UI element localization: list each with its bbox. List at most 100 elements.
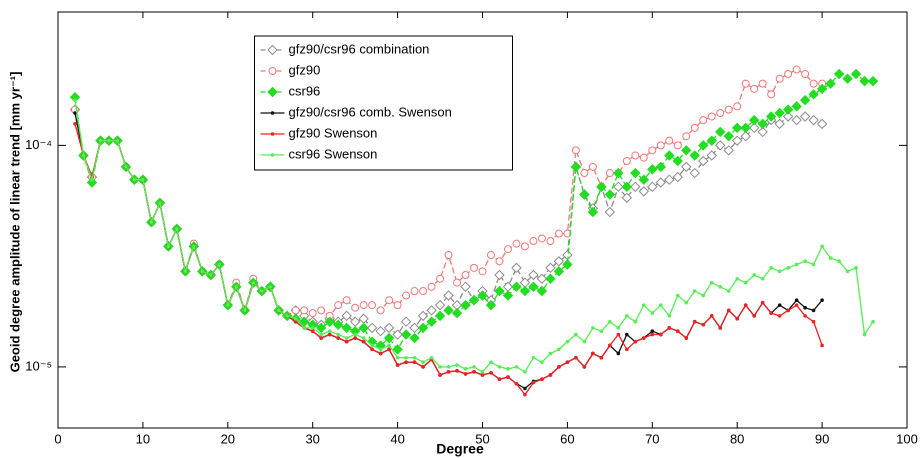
point [741,79,750,88]
point [400,329,412,340]
point [385,296,394,305]
x-tick-label: 0 [54,431,61,446]
point [341,310,352,322]
point [605,169,614,178]
point [582,339,587,344]
point [718,326,723,330]
point [621,181,633,193]
x-tick-label: 30 [305,431,319,446]
point [758,79,767,88]
point [486,251,495,260]
point [613,167,624,179]
point [554,229,563,238]
point [655,161,666,173]
point [376,306,385,315]
point [565,339,570,344]
point [638,186,650,197]
point [587,206,599,218]
point [344,339,349,344]
point [689,150,700,161]
point [811,319,816,324]
point [353,332,357,337]
point [613,181,624,193]
point [545,262,556,274]
point [563,229,572,238]
point [667,326,672,330]
point [692,319,697,324]
point [375,325,386,337]
point [506,375,510,379]
point [460,299,471,311]
point [816,83,828,95]
point [816,118,828,130]
point [497,365,502,369]
point [141,177,145,182]
point [862,332,867,337]
point [90,177,94,182]
point [226,303,230,307]
point [417,310,429,322]
point [503,245,512,254]
point [73,111,77,115]
point [675,329,680,333]
point [825,78,836,89]
point [735,316,739,321]
point [735,276,739,281]
point [608,319,612,324]
legend-box [254,35,513,171]
point [715,140,726,151]
point [599,329,604,333]
y-axis-label: Geoid degree amplitude of linear trend [… [7,72,22,373]
point [183,269,188,274]
point [757,118,768,130]
legend-marker [270,111,275,115]
point [132,177,137,182]
point [792,65,801,74]
point [192,244,196,249]
point [409,322,420,334]
point [368,301,377,310]
point [774,118,785,130]
point [463,372,468,376]
point [709,280,714,285]
point [438,373,442,377]
point [799,111,811,122]
point [716,109,725,118]
point [833,68,845,80]
point [801,69,810,78]
point [528,281,539,292]
point [675,293,680,298]
legend-label: gfz90/csr96 combination [289,41,430,56]
point [200,269,205,274]
point [723,145,734,156]
point [523,392,527,397]
point [570,161,582,173]
point [684,300,689,305]
point [650,332,655,337]
point [387,343,391,348]
point [404,360,408,365]
point [359,301,368,310]
point [412,360,417,365]
point [268,284,273,289]
point [419,287,428,296]
point [528,269,539,281]
point [351,303,360,312]
point [656,141,665,150]
point [485,299,497,311]
point [811,308,816,313]
point [658,332,663,337]
point [579,189,590,200]
point [540,360,544,365]
point [604,206,616,218]
point [276,308,281,313]
x-tick-label: 90 [815,431,829,446]
point [731,135,743,146]
point [706,135,717,146]
legend-marker [270,132,275,136]
point [421,365,425,369]
x-tick-label: 20 [221,431,235,446]
point [514,381,519,386]
point [808,89,819,100]
point [622,157,631,166]
